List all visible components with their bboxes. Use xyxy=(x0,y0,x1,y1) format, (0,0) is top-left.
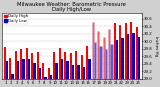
Bar xyxy=(81,56,83,79)
Bar xyxy=(116,40,118,79)
Bar xyxy=(59,48,61,79)
Bar xyxy=(119,25,121,79)
Bar xyxy=(31,53,33,79)
Bar xyxy=(138,37,140,79)
Bar xyxy=(61,59,63,79)
Bar xyxy=(77,64,80,79)
Bar xyxy=(130,22,132,79)
Bar xyxy=(132,33,135,79)
Bar xyxy=(42,63,44,79)
Bar xyxy=(11,74,14,79)
Bar xyxy=(108,29,110,79)
Bar xyxy=(64,52,66,79)
Bar xyxy=(48,68,50,79)
Bar xyxy=(70,53,72,79)
Bar xyxy=(33,63,36,79)
Bar xyxy=(97,31,99,79)
Bar xyxy=(88,59,91,79)
Bar xyxy=(37,52,39,79)
Bar xyxy=(17,61,19,79)
Bar xyxy=(83,67,85,79)
Bar xyxy=(66,61,69,79)
Bar xyxy=(9,58,11,79)
Title: Milwaukee Weather: Barometric Pressure
Daily High/Low: Milwaukee Weather: Barometric Pressure D… xyxy=(17,2,126,12)
Bar xyxy=(114,23,116,79)
Bar xyxy=(124,23,127,79)
Bar xyxy=(94,42,96,79)
Bar xyxy=(28,59,30,79)
Bar xyxy=(86,46,88,79)
Bar xyxy=(92,22,94,79)
Bar xyxy=(50,75,52,79)
Bar xyxy=(75,51,77,79)
Bar xyxy=(20,49,22,79)
Bar xyxy=(4,47,6,79)
Bar xyxy=(72,64,74,79)
Bar xyxy=(127,34,129,79)
Bar xyxy=(55,63,58,79)
Bar xyxy=(121,38,124,79)
Bar xyxy=(110,44,113,79)
Bar xyxy=(22,59,25,79)
Bar xyxy=(44,77,47,79)
Y-axis label: Inches Hg: Inches Hg xyxy=(154,36,158,56)
Bar xyxy=(136,27,138,79)
Bar xyxy=(15,51,17,79)
Bar xyxy=(39,68,41,79)
Bar xyxy=(105,49,107,79)
Bar xyxy=(6,61,8,79)
Bar xyxy=(53,52,55,79)
Bar xyxy=(103,37,105,79)
Bar xyxy=(26,48,28,79)
Bar xyxy=(99,46,102,79)
Legend: Daily High, Daily Low: Daily High, Daily Low xyxy=(3,14,28,24)
